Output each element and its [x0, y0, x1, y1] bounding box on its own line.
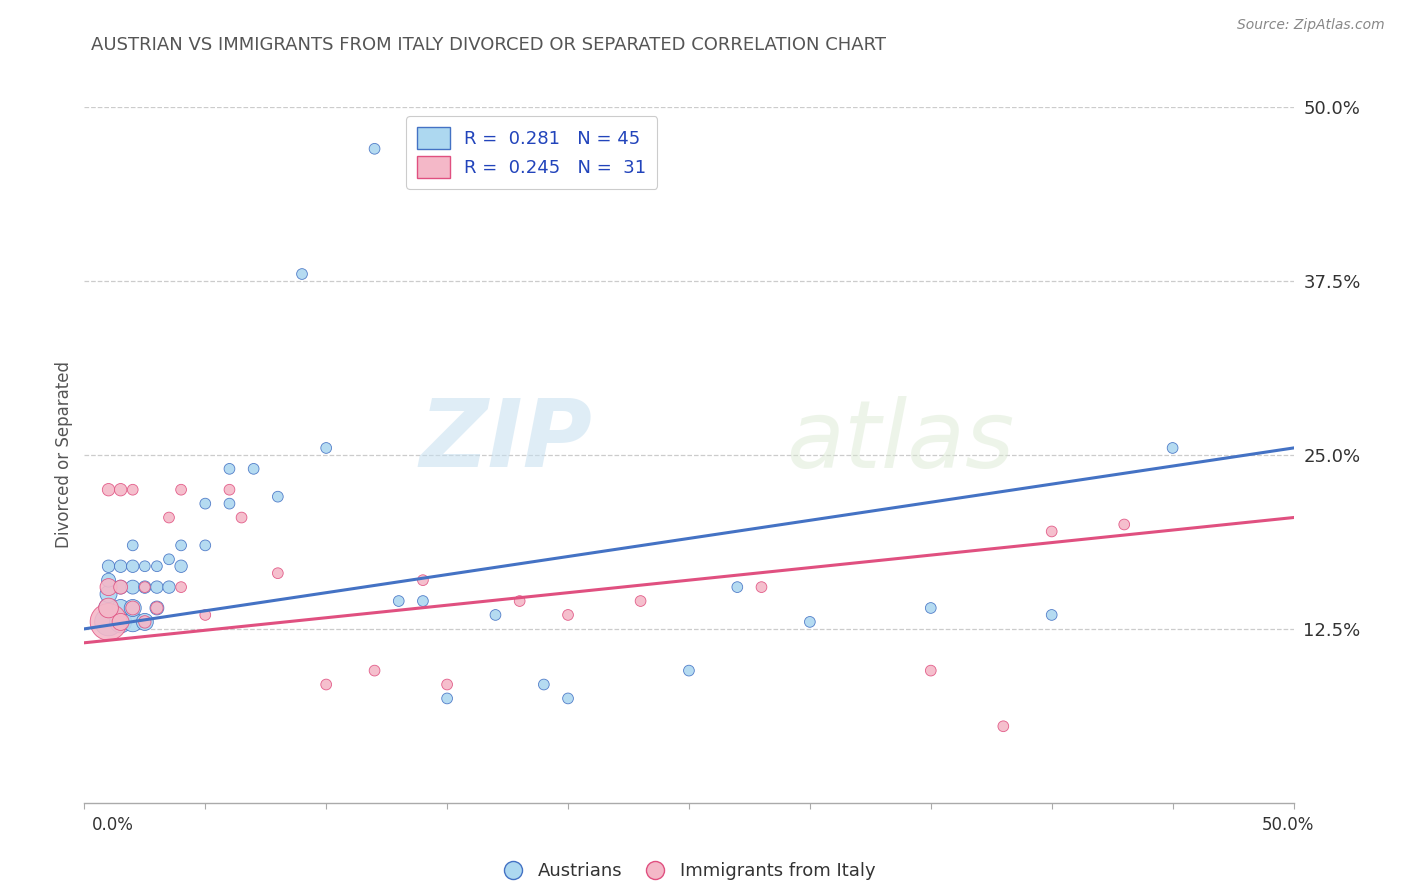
Point [110, 601, 132, 615]
Point [557, 607, 579, 622]
Point [388, 594, 411, 608]
Point [121, 580, 143, 594]
Point [1040, 607, 1063, 622]
Point [110, 615, 132, 629]
Point [725, 580, 748, 594]
Point [97, 559, 120, 574]
Point [231, 510, 253, 524]
Y-axis label: Divorced or Separated: Divorced or Separated [55, 361, 73, 549]
Point [363, 664, 385, 678]
Point [315, 441, 337, 455]
Point [110, 615, 132, 629]
Point [157, 580, 180, 594]
Point [110, 580, 132, 594]
Text: Source: ZipAtlas.com: Source: ZipAtlas.com [1237, 18, 1385, 32]
Point [242, 462, 264, 476]
Point [170, 538, 193, 552]
Point [315, 677, 337, 691]
Point [799, 615, 821, 629]
Text: 0.0%: 0.0% [91, 816, 134, 834]
Point [121, 615, 143, 629]
Point [194, 538, 217, 552]
Point [993, 719, 1015, 733]
Point [218, 497, 240, 511]
Point [678, 664, 700, 678]
Point [751, 580, 773, 594]
Point [134, 580, 156, 594]
Point [920, 601, 942, 615]
Point [97, 601, 120, 615]
Point [291, 267, 314, 281]
Point [97, 587, 120, 601]
Text: atlas: atlas [786, 395, 1014, 486]
Point [436, 677, 458, 691]
Point [97, 483, 120, 497]
Point [121, 601, 143, 615]
Point [267, 566, 290, 581]
Point [218, 483, 240, 497]
Point [97, 601, 120, 615]
Point [267, 490, 290, 504]
Point [110, 483, 132, 497]
Point [630, 594, 652, 608]
Point [509, 594, 531, 608]
Point [436, 691, 458, 706]
Point [170, 483, 193, 497]
Point [170, 580, 193, 594]
Point [146, 601, 169, 615]
Point [412, 594, 434, 608]
Point [110, 580, 132, 594]
Point [194, 607, 217, 622]
Point [1114, 517, 1136, 532]
Point [1040, 524, 1063, 539]
Point [218, 462, 240, 476]
Point [121, 559, 143, 574]
Point [920, 664, 942, 678]
Legend: Austrians, Immigrants from Italy: Austrians, Immigrants from Italy [495, 855, 883, 888]
Point [97, 615, 120, 629]
Point [134, 559, 156, 574]
Text: AUSTRIAN VS IMMIGRANTS FROM ITALY DIVORCED OR SEPARATED CORRELATION CHART: AUSTRIAN VS IMMIGRANTS FROM ITALY DIVORC… [91, 36, 886, 54]
Point [557, 691, 579, 706]
Text: ZIP: ZIP [419, 395, 592, 487]
Point [157, 552, 180, 566]
Point [146, 601, 169, 615]
Point [110, 559, 132, 574]
Point [121, 538, 143, 552]
Point [97, 573, 120, 587]
Point [97, 615, 120, 629]
Text: 50.0%: 50.0% [1263, 816, 1315, 834]
Point [1161, 441, 1184, 455]
Point [194, 497, 217, 511]
Point [170, 559, 193, 574]
Point [484, 607, 506, 622]
Point [146, 559, 169, 574]
Point [533, 677, 555, 691]
Point [146, 580, 169, 594]
Point [97, 580, 120, 594]
Point [134, 580, 156, 594]
Point [134, 615, 156, 629]
Point [134, 615, 156, 629]
Point [157, 510, 180, 524]
Point [121, 483, 143, 497]
Point [121, 601, 143, 615]
Point [412, 573, 434, 587]
Point [363, 142, 385, 156]
